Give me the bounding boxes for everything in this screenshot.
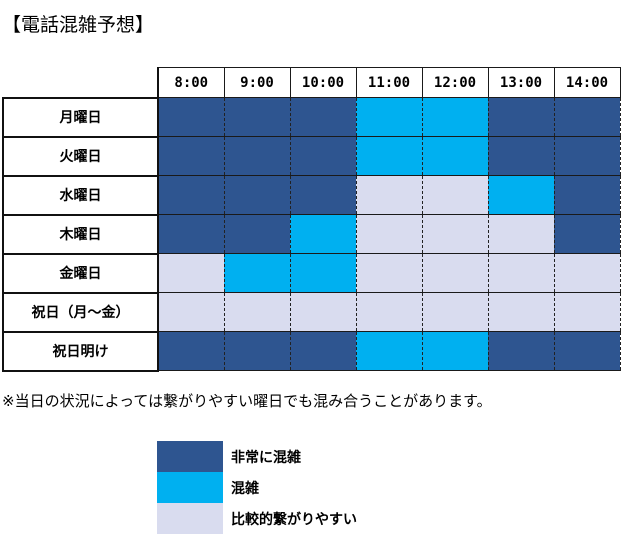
- time-header: 13:00: [487, 67, 555, 98]
- congestion-cell: [289, 331, 357, 371]
- legend-label: 非常に混雑: [231, 449, 301, 466]
- legend-label: 混雑: [231, 480, 259, 497]
- disclaimer-note: ※当日の状況によっては繋がりやすい曜日でも混み合うことがあります。: [2, 392, 492, 410]
- time-header: 14:00: [553, 67, 621, 98]
- congestion-cell: [223, 292, 291, 332]
- legend-item: 比較的繋がりやすい: [157, 503, 357, 534]
- congestion-cell: [289, 292, 357, 332]
- congestion-cell: [487, 214, 555, 254]
- congestion-cell: [289, 214, 357, 254]
- day-label: 祝日明け: [2, 330, 159, 372]
- congestion-cell: [487, 175, 555, 215]
- legend-swatch: [157, 441, 223, 472]
- congestion-cell: [289, 136, 357, 176]
- congestion-cell: [157, 214, 225, 254]
- time-header: 8:00: [157, 67, 225, 98]
- congestion-cell: [355, 331, 423, 371]
- congestion-cell: [157, 253, 225, 293]
- congestion-cell: [487, 331, 555, 371]
- congestion-cell: [289, 253, 357, 293]
- congestion-table: 8:00 9:00 10:00 11:00 12:00 13:00 14:00 月曜日 火曜日水…: [2, 67, 621, 372]
- congestion-cell: [487, 253, 555, 293]
- congestion-cell: [553, 214, 621, 254]
- congestion-cell: [553, 175, 621, 215]
- congestion-cell: [487, 292, 555, 332]
- day-label: 金曜日: [2, 252, 159, 294]
- congestion-cell: [421, 253, 489, 293]
- congestion-cell: [223, 331, 291, 371]
- table-row: 祝日明け: [2, 330, 621, 372]
- congestion-cell: [553, 253, 621, 293]
- table-row: 木曜日: [2, 213, 621, 255]
- congestion-cell: [355, 253, 423, 293]
- legend-item: 非常に混雑: [157, 441, 357, 472]
- congestion-cell: [553, 292, 621, 332]
- congestion-cell: [289, 97, 357, 137]
- congestion-cell: [355, 214, 423, 254]
- table-row: 水曜日: [2, 174, 621, 216]
- congestion-cell: [487, 97, 555, 137]
- page-title: 【電話混雑予想】: [2, 14, 155, 36]
- time-header-row: 8:00 9:00 10:00 11:00 12:00 13:00 14:00: [3, 67, 621, 99]
- congestion-cell: [487, 136, 555, 176]
- time-header: 12:00: [421, 67, 489, 98]
- table-row: 金曜日: [2, 252, 621, 294]
- congestion-cell: [421, 175, 489, 215]
- legend-item: 混雑: [157, 472, 357, 503]
- congestion-cell: [355, 292, 423, 332]
- table-row: 火曜日: [2, 135, 621, 177]
- congestion-cell: [223, 214, 291, 254]
- header-corner: [3, 67, 159, 99]
- congestion-cell: [553, 136, 621, 176]
- congestion-cell: [157, 97, 225, 137]
- congestion-cell: [157, 175, 225, 215]
- congestion-cell: [355, 175, 423, 215]
- day-label: 祝日（月～金）: [2, 291, 159, 333]
- table-row: 祝日（月～金）: [2, 291, 621, 333]
- legend-swatch: [157, 472, 223, 503]
- congestion-cell: [421, 331, 489, 371]
- legend-label: 比較的繋がりやすい: [231, 511, 357, 528]
- day-label: 水曜日: [2, 174, 159, 216]
- congestion-cell: [223, 136, 291, 176]
- congestion-cell: [157, 331, 225, 371]
- congestion-cell: [421, 136, 489, 176]
- congestion-cell: [553, 97, 621, 137]
- congestion-cell: [157, 292, 225, 332]
- congestion-cell: [355, 97, 423, 137]
- day-label: 月曜日: [2, 96, 159, 138]
- time-header: 10:00: [289, 67, 357, 98]
- congestion-cell: [421, 292, 489, 332]
- congestion-cell: [553, 331, 621, 371]
- congestion-cell: [223, 253, 291, 293]
- congestion-cell: [157, 136, 225, 176]
- congestion-cell: [421, 214, 489, 254]
- table-row: 月曜日: [2, 96, 621, 138]
- day-label: 火曜日: [2, 135, 159, 177]
- congestion-cell: [223, 97, 291, 137]
- legend: 非常に混雑混雑比較的繋がりやすい: [157, 441, 357, 534]
- legend-swatch: [157, 503, 223, 534]
- time-header: 11:00: [355, 67, 423, 98]
- congestion-cell: [421, 97, 489, 137]
- time-header: 9:00: [223, 67, 291, 98]
- congestion-cell: [355, 136, 423, 176]
- congestion-cell: [223, 175, 291, 215]
- day-label: 木曜日: [2, 213, 159, 255]
- congestion-cell: [289, 175, 357, 215]
